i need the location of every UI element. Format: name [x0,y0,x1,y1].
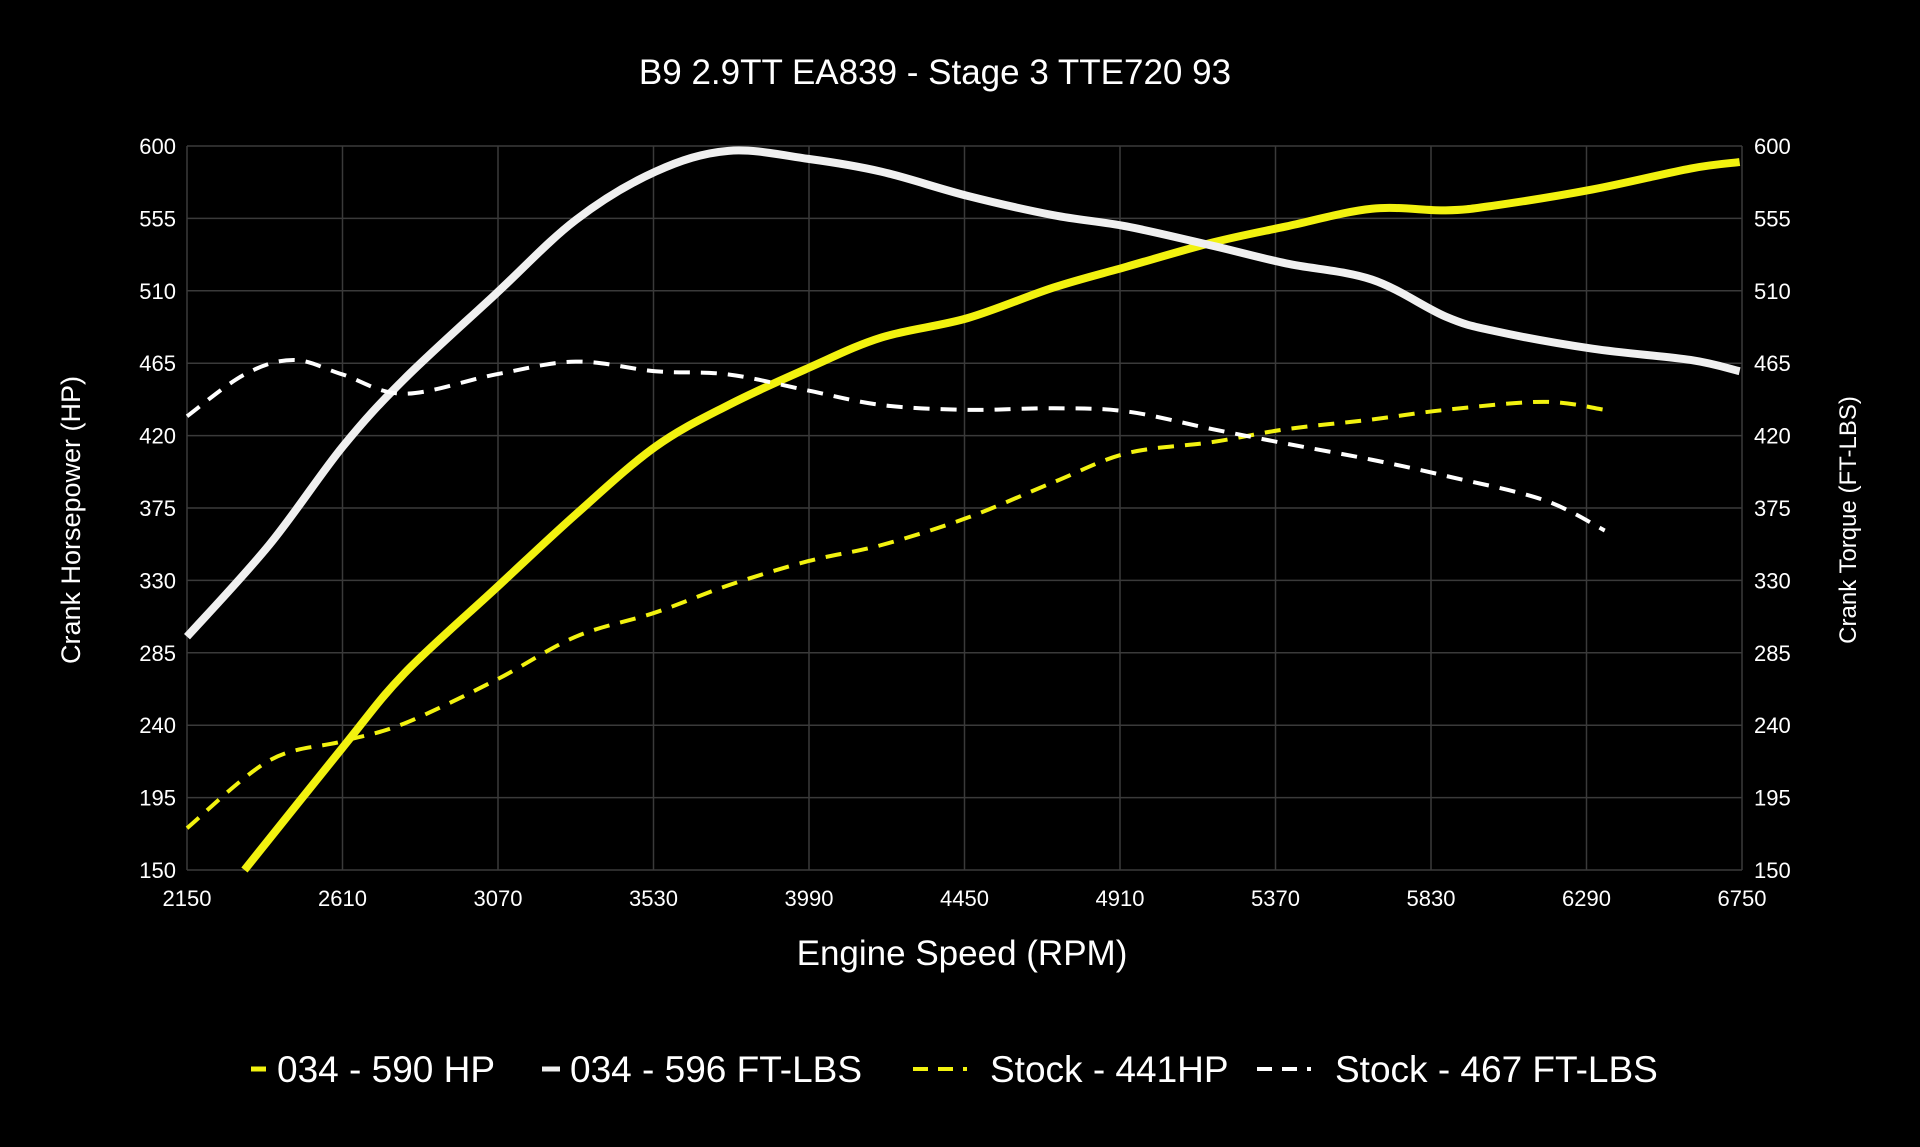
left-y-tick-label: 465 [139,351,176,376]
right-y-tick-label: 195 [1754,786,1791,811]
left-y-tick-label: 150 [139,858,176,883]
series-line-2 [185,399,1606,830]
right-y-tick-label: 330 [1754,568,1791,593]
left-y-tick-label: 510 [139,279,176,304]
series-line-0 [241,158,1741,873]
left-y-tick-label: 555 [139,206,176,231]
right-y-tick-label: 555 [1754,206,1791,231]
right-y-tick-label: 465 [1754,351,1791,376]
x-tick-label: 3530 [629,886,678,911]
x-tick-label: 2610 [318,886,367,911]
right-y-axis-label: Crank Torque (FT-LBS) [1835,396,1862,644]
right-y-tick-label: 375 [1754,496,1791,521]
x-tick-label: 4910 [1096,886,1145,911]
left-y-ticks: 150 195 240 285 330 375 420 465 510 555 600 [139,134,176,883]
right-y-tick-label: 420 [1754,424,1791,449]
x-axis-label: Engine Speed (RPM) [797,934,1128,973]
left-y-tick-label: 420 [139,424,176,449]
x-tick-label: 6750 [1718,886,1767,911]
left-y-tick-label: 240 [139,713,176,738]
right-y-ticks: 150 195 240 285 330 375 420 465 510 555 600 [1754,134,1791,883]
series-lines [184,146,1741,873]
left-y-tick-label: 285 [139,641,176,666]
series-line-1 [184,146,1741,640]
x-tick-label: 6290 [1562,886,1611,911]
legend-label-1: 034 - 596 FT-LBS [570,1049,862,1090]
right-y-tick-label: 510 [1754,279,1791,304]
x-tick-label: 2150 [163,886,212,911]
grid [186,145,1743,871]
legend-label-3: Stock - 467 FT-LBS [1335,1049,1658,1090]
x-tick-label: 5370 [1251,886,1300,911]
legend: 034 - 590 HP 034 - 596 FT-LBS Stock - 44… [251,1049,1658,1090]
x-tick-label: 4450 [940,886,989,911]
right-y-tick-label: 150 [1754,858,1791,883]
legend-label-0: 034 - 590 HP [277,1049,495,1090]
x-tick-label: 3070 [474,886,523,911]
left-y-tick-label: 600 [139,134,176,159]
x-tick-label: 3990 [785,886,834,911]
right-y-tick-label: 240 [1754,713,1791,738]
x-tick-label: 5830 [1407,886,1456,911]
right-y-tick-label: 285 [1754,641,1791,666]
left-y-tick-label: 330 [139,568,176,593]
left-y-tick-label: 375 [139,496,176,521]
right-y-tick-label: 600 [1754,134,1791,159]
x-ticks: 2150 2610 3070 3530 3990 4450 4910 5370 5830 6290… [163,886,1767,911]
series-line-3 [185,357,1606,533]
left-y-axis-label: Crank Horsepower (HP) [56,376,86,664]
chart-title: B9 2.9TT EA839 - Stage 3 TTE720 93 [639,53,1231,92]
left-y-tick-label: 195 [139,786,176,811]
legend-label-2: Stock - 441HP [990,1049,1229,1090]
